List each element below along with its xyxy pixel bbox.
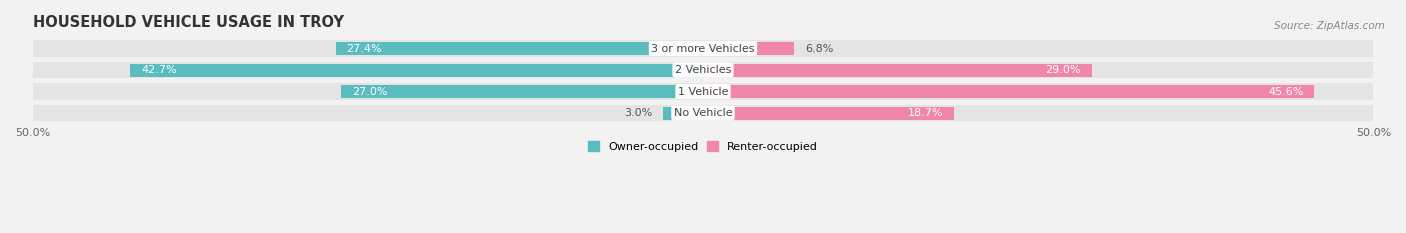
Bar xyxy=(336,42,703,55)
Text: 2 Vehicles: 2 Vehicles xyxy=(675,65,731,75)
Bar xyxy=(703,64,1092,76)
Bar xyxy=(32,62,1374,78)
Bar xyxy=(662,107,703,120)
Bar xyxy=(703,85,1315,98)
Bar xyxy=(32,40,1374,57)
Text: 42.7%: 42.7% xyxy=(141,65,177,75)
Text: 29.0%: 29.0% xyxy=(1046,65,1081,75)
Bar xyxy=(703,42,794,55)
Text: 6.8%: 6.8% xyxy=(804,44,834,54)
Bar xyxy=(32,83,1374,100)
Text: 18.7%: 18.7% xyxy=(907,108,943,118)
Text: 3.0%: 3.0% xyxy=(624,108,652,118)
Text: No Vehicle: No Vehicle xyxy=(673,108,733,118)
Text: Source: ZipAtlas.com: Source: ZipAtlas.com xyxy=(1274,21,1385,31)
Text: HOUSEHOLD VEHICLE USAGE IN TROY: HOUSEHOLD VEHICLE USAGE IN TROY xyxy=(32,15,343,30)
Text: 1 Vehicle: 1 Vehicle xyxy=(678,87,728,96)
Bar xyxy=(131,64,703,76)
Bar xyxy=(342,85,703,98)
Text: 45.6%: 45.6% xyxy=(1268,87,1303,96)
Bar xyxy=(32,105,1374,121)
Text: 27.4%: 27.4% xyxy=(346,44,382,54)
Text: 27.0%: 27.0% xyxy=(352,87,387,96)
Legend: Owner-occupied, Renter-occupied: Owner-occupied, Renter-occupied xyxy=(583,137,823,156)
Text: 3 or more Vehicles: 3 or more Vehicles xyxy=(651,44,755,54)
Bar xyxy=(703,107,953,120)
